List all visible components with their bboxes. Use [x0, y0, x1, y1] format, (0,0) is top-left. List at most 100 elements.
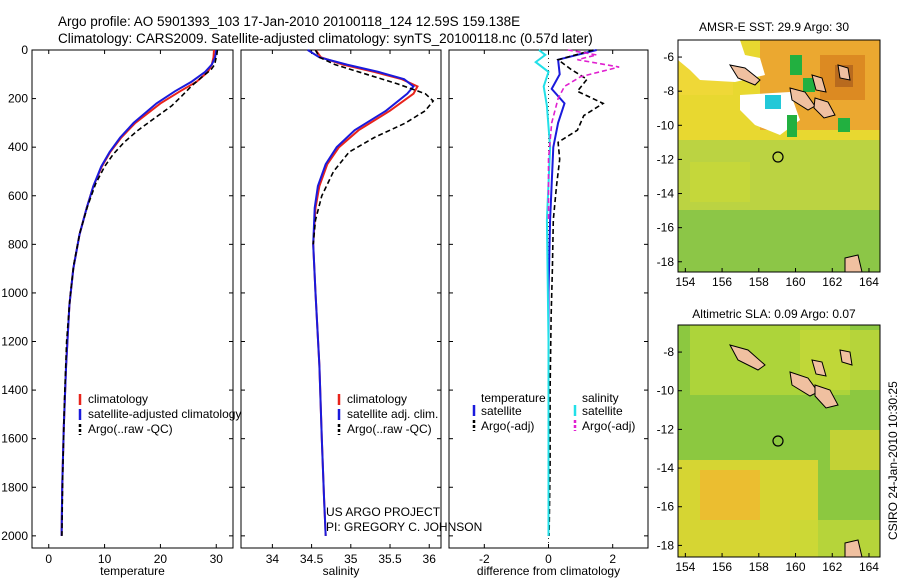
- series-line-argo-raw-qc-: [61, 49, 219, 536]
- sla-high-core: [700, 470, 760, 520]
- temperature-legend: climatology satellite-adjusted climatolo…: [78, 392, 241, 436]
- series-line-argo-raw-qc-: [312, 49, 435, 245]
- sla-patch-east: [830, 430, 880, 470]
- y-tick-label: 1800: [1, 480, 28, 494]
- map-y-tick-label: -6: [663, 50, 674, 64]
- legend-label: satellite adj. clim.: [347, 407, 438, 421]
- island: [811, 359, 827, 377]
- salinity-panel: 34 34.5 35 35.5 36 salinity: [240, 49, 442, 578]
- x-tick-label: 30: [210, 552, 224, 566]
- y-tick-label: 0: [21, 43, 28, 57]
- map-y-tick-label: -16: [657, 500, 675, 514]
- sst-map: AMSR-E SST: 29.9 Argo: 30 154 156 158 160 16…: [657, 20, 881, 289]
- x-tick-label: 35.5: [378, 552, 402, 566]
- csiro-timestamp: CSIRO 24-Jan-2010 10:30:25: [886, 381, 900, 540]
- island: [839, 349, 853, 366]
- x-tick-label: 2: [609, 552, 616, 566]
- map-y-tick-label: -18: [657, 255, 675, 269]
- map-x-tick-label: 158: [749, 275, 769, 289]
- x-tick-label: 34: [266, 552, 280, 566]
- series-line-satellite-adjusted-climatology: [60, 49, 218, 536]
- legend-label: climatology: [347, 392, 407, 406]
- sst-map-frame: [677, 39, 881, 273]
- legend-label: climatology: [88, 392, 148, 406]
- y-tick-label: 800: [8, 237, 28, 251]
- map-x-tick-label: 154: [675, 560, 695, 574]
- map-y-tick-label: -14: [657, 461, 675, 475]
- sla-map: Altimetric SLA: 0.09 Argo: 0.07 154 156 15…: [657, 307, 881, 574]
- map-y-tick-label: -10: [657, 118, 675, 132]
- sst-rain-mask: [790, 55, 802, 75]
- sla-map-title: Altimetric SLA: 0.09 Argo: 0.07: [692, 307, 856, 321]
- y-tick-label: 1000: [1, 286, 28, 300]
- map-y-tick-label: -10: [657, 384, 675, 398]
- difference-legend: temperature satellite Argo(-adj) salinit…: [472, 391, 635, 433]
- series-line-satellite: [547, 49, 597, 536]
- island: [789, 87, 816, 111]
- y-tick-label: 600: [8, 189, 28, 203]
- y-tick-label: 1400: [1, 383, 28, 397]
- y-tick-label: 1200: [1, 335, 28, 349]
- argo-float-marker: [772, 151, 784, 163]
- x-tick-label: -2: [479, 552, 490, 566]
- series-line-satellite: [534, 49, 552, 536]
- map-x-tick-label: 156: [712, 560, 732, 574]
- plot-frame: [31, 49, 234, 549]
- island: [813, 97, 836, 119]
- map-x-tick-label: 160: [786, 275, 806, 289]
- map-y-tick-label: -8: [663, 345, 674, 359]
- header-line-2: Climatology: CARS2009. Satellite-adjuste…: [58, 31, 593, 46]
- y-tick-label: 400: [8, 140, 28, 154]
- map-y-tick-label: -16: [657, 221, 675, 235]
- x-tick-label: 10: [98, 552, 112, 566]
- map-x-tick-label: 162: [822, 560, 842, 574]
- legend-label: satellite: [582, 404, 623, 418]
- x-tick-label: 35: [344, 552, 358, 566]
- map-x-tick-label: 154: [675, 275, 695, 289]
- legend-label: satellite-adjusted climatology: [88, 407, 241, 421]
- x-tick-label: 34.5: [300, 552, 324, 566]
- x-axis-label: salinity: [323, 564, 360, 578]
- x-tick-label: 0: [545, 552, 552, 566]
- x-tick-label: 0: [45, 552, 52, 566]
- legend-label: satellite: [481, 404, 522, 418]
- project-credit: US ARGO PROJECT: [326, 505, 441, 519]
- x-axis-label: temperature: [100, 564, 165, 578]
- map-y-tick-label: -14: [657, 187, 675, 201]
- pi-credit: PI: GREGORY C. JOHNSON: [326, 520, 482, 534]
- legend-label: salinity: [582, 391, 619, 405]
- y-tick-label: 200: [8, 92, 28, 106]
- island: [789, 371, 819, 397]
- sla-patch-south: [790, 520, 880, 557]
- x-axis-label: difference from climatology: [477, 564, 620, 578]
- series-line-argo-adj-: [547, 49, 620, 220]
- legend-label: Argo(-adj): [481, 419, 534, 433]
- legend-label: temperature: [481, 391, 546, 405]
- sst-rain-mask: [838, 118, 850, 132]
- x-tick-label: 36: [423, 552, 437, 566]
- sst-rain-mask: [787, 115, 797, 137]
- map-y-tick-label: -8: [663, 84, 674, 98]
- legend-label: Argo(..raw -QC): [88, 422, 173, 436]
- series-line-climatology: [60, 49, 215, 536]
- sla-map-frame: [677, 324, 881, 558]
- header-line-1: Argo profile: AO 5901393_103 17-Jan-2010…: [58, 14, 520, 29]
- sst-patch: [690, 162, 750, 202]
- map-x-tick-label: 164: [859, 560, 879, 574]
- map-x-tick-label: 158: [749, 560, 769, 574]
- island: [837, 64, 851, 81]
- x-tick-label: 20: [154, 552, 168, 566]
- sst-missing-data-center: [740, 92, 800, 135]
- map-y-tick-label: -12: [657, 422, 675, 436]
- island: [814, 384, 839, 409]
- map-y-tick-label: -18: [657, 538, 675, 552]
- sst-rain-mask: [803, 78, 815, 92]
- legend-label: Argo(..raw -QC): [347, 422, 432, 436]
- plot-frame: [240, 49, 442, 549]
- map-x-tick-label: 156: [712, 275, 732, 289]
- y-tick-label: 1600: [1, 432, 28, 446]
- island: [811, 74, 827, 93]
- series-line-satellite-adj-clim-: [307, 49, 415, 536]
